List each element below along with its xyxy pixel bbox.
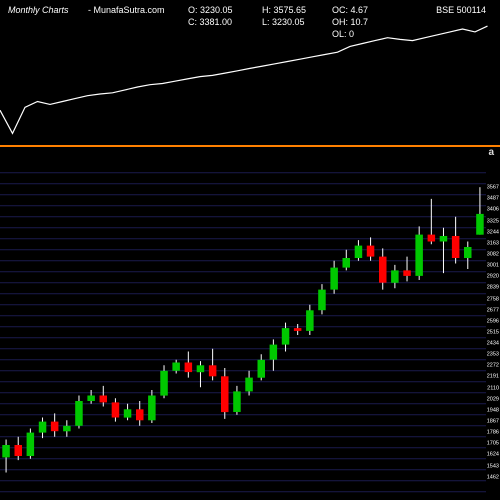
- y-axis-tick: 3001: [487, 263, 499, 269]
- panel-separator: [0, 145, 500, 147]
- y-axis: 1462 1543 1624 1705 1786 1867 1948 2029 2110 2191…: [486, 170, 500, 500]
- separator-label: a: [488, 147, 494, 158]
- y-axis-tick: 1624: [487, 453, 499, 459]
- y-axis-tick: 3567: [487, 186, 499, 192]
- y-axis-tick: 1462: [487, 475, 499, 481]
- y-axis-tick: 3082: [487, 252, 499, 258]
- y-axis-tick: 2110: [487, 386, 499, 392]
- y-axis-tick: 3406: [487, 208, 499, 214]
- y-axis-tick: 3325: [487, 219, 499, 225]
- y-axis-tick: 1705: [487, 442, 499, 448]
- y-axis-tick: 2839: [487, 286, 499, 292]
- line-chart-svg: [0, 0, 500, 145]
- y-axis-tick: 2191: [487, 375, 499, 381]
- y-axis-tick: 2596: [487, 319, 499, 325]
- stock-chart-root: Monthly Charts - MunafaSutra.com O: 3230…: [0, 0, 500, 500]
- candlestick-panel: [0, 170, 486, 500]
- y-axis-tick: 1543: [487, 464, 499, 470]
- y-axis-tick: 2515: [487, 330, 499, 336]
- candlestick-svg: [0, 170, 486, 500]
- y-axis-tick: 2920: [487, 275, 499, 281]
- y-axis-tick: 1786: [487, 430, 499, 436]
- y-axis-tick: 1948: [487, 408, 499, 414]
- y-axis-tick: 2353: [487, 352, 499, 358]
- line-chart-panel: [0, 0, 500, 145]
- y-axis-tick: 2029: [487, 397, 499, 403]
- y-axis-tick: 2272: [487, 364, 499, 370]
- y-axis-tick: 3244: [487, 230, 499, 236]
- y-axis-tick: 2434: [487, 341, 499, 347]
- y-axis-tick: 2677: [487, 308, 499, 314]
- y-axis-tick: 3487: [487, 197, 499, 203]
- y-axis-tick: 1867: [487, 419, 499, 425]
- y-axis-tick: 2758: [487, 297, 499, 303]
- y-axis-tick: 3163: [487, 241, 499, 247]
